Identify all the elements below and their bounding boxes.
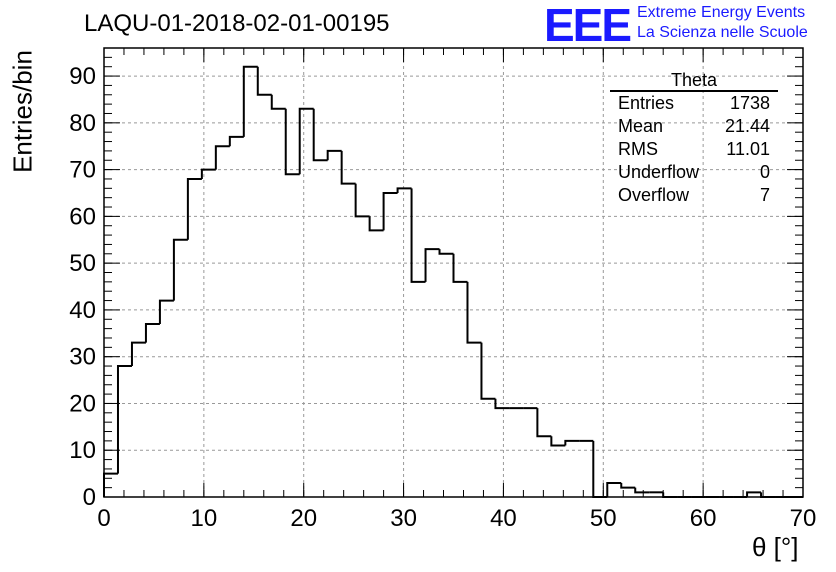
- histogram-bin: [466, 281, 482, 344]
- histogram-bin: [103, 472, 118, 497]
- histogram-bin: [550, 436, 566, 447]
- y-tick-label: 50: [69, 250, 96, 277]
- x-tick-label: 10: [191, 505, 218, 532]
- histogram-bin: [424, 248, 440, 282]
- histogram-bin: [130, 341, 146, 367]
- x-tick-label: 50: [590, 505, 617, 532]
- stats-value: 0: [759, 162, 770, 182]
- stats-label: Mean: [618, 116, 664, 136]
- histogram-bin: [452, 253, 468, 283]
- stats-row-entries: Entries 1738: [610, 92, 778, 115]
- histogram-bin: [354, 183, 370, 218]
- histogram-bin: [186, 177, 202, 240]
- stats-label: Overflow: [618, 185, 690, 205]
- stats-value: 1738: [729, 93, 770, 113]
- x-tick-label: 20: [290, 505, 317, 532]
- histogram-bin: [564, 439, 580, 446]
- stats-row-underflow: Underflow 0: [610, 161, 778, 184]
- y-tick-label: 60: [69, 203, 96, 230]
- y-tick-label: 10: [69, 437, 96, 464]
- histogram-bin: [242, 65, 258, 137]
- eee-logo: EEE: [544, 0, 632, 51]
- x-tick-label: 0: [97, 505, 110, 532]
- y-tick-label: 80: [69, 110, 96, 137]
- axis-ticks: [103, 47, 804, 498]
- histogram-bin: [606, 481, 622, 497]
- histogram-bin: [326, 149, 342, 161]
- stats-row-mean: Mean 21.44: [610, 115, 778, 138]
- histogram-bin: [284, 108, 300, 176]
- stats-value: 7: [759, 185, 770, 205]
- histogram-bin: [256, 66, 272, 96]
- histogram-bin: [382, 191, 398, 231]
- x-axis-label: θ [°]: [752, 532, 799, 562]
- y-axis-label: Entries/bin: [7, 50, 38, 173]
- histogram-bin: [536, 408, 552, 438]
- histogram-bin: [200, 168, 216, 179]
- stats-label: RMS: [618, 139, 658, 159]
- stats-box: Theta Entries 1738 Mean 21.44 RMS 11.01 …: [610, 70, 778, 207]
- histogram-bin: [116, 365, 132, 474]
- y-tick-label: 20: [69, 390, 96, 417]
- grid-lines: [104, 48, 803, 497]
- logo-text-line2: La Scienza nelle Scuole: [637, 24, 808, 41]
- histogram-bin: [634, 487, 650, 494]
- stats-value: 11.01: [726, 139, 770, 159]
- histogram-bin: [494, 398, 510, 410]
- y-tick-label: 30: [69, 344, 96, 371]
- y-tick-label: 0: [83, 484, 96, 511]
- stats-label: Entries: [618, 93, 675, 113]
- histogram-bin: [396, 187, 412, 193]
- histogram-bin: [620, 482, 636, 489]
- x-tick-label: 70: [790, 505, 817, 532]
- histogram-bin: [228, 135, 244, 147]
- histogram-bin: [592, 440, 608, 498]
- y-tick-label: 40: [69, 297, 96, 324]
- histogram-bin: [312, 108, 328, 162]
- histogram-bin: [158, 299, 174, 324]
- stats-row-rms: RMS 11.01: [610, 138, 778, 161]
- x-tick-label: 60: [690, 505, 717, 532]
- logo-text-line1: Extreme Energy Events: [637, 4, 806, 21]
- histogram-bin: [172, 238, 188, 301]
- histogram-bin: [438, 249, 454, 255]
- histogram-bin: [746, 491, 762, 497]
- chart-title: LAQU-01-2018-02-01-00195: [84, 10, 390, 37]
- x-tick-label: 40: [490, 505, 517, 532]
- histogram-bin: [144, 322, 160, 343]
- histogram-bin: [368, 216, 384, 232]
- histogram-bin: [480, 342, 496, 400]
- histogram-bin: [298, 107, 314, 175]
- stats-label: Underflow: [618, 162, 700, 182]
- stats-value: 21.44: [724, 116, 770, 136]
- histogram-bin: [270, 94, 286, 110]
- stats-row-overflow: Overflow 7: [610, 184, 778, 207]
- y-tick-label: 70: [69, 157, 96, 184]
- y-tick-label: 90: [69, 63, 96, 90]
- x-tick-label: 30: [390, 505, 417, 532]
- histogram-bin: [340, 150, 356, 185]
- histogram-bin: [410, 188, 426, 283]
- histogram-bin: [214, 145, 230, 170]
- stats-title: Theta: [610, 70, 778, 92]
